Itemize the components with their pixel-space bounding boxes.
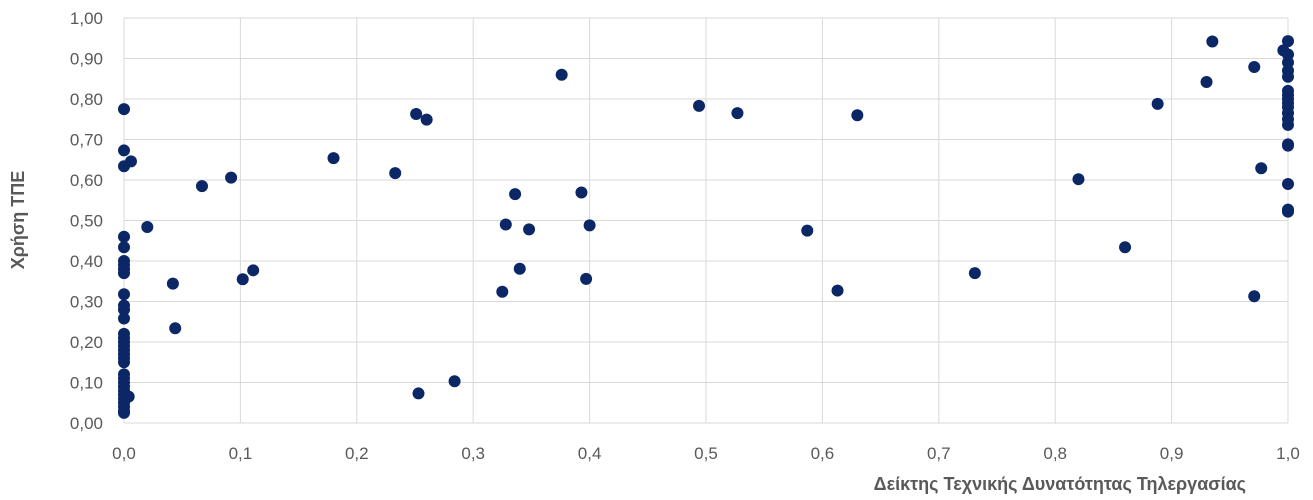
y-axis-title: Χρήση ΤΠΕ (8, 171, 28, 269)
data-point (448, 375, 461, 388)
data-point (1206, 35, 1219, 48)
data-point (389, 167, 402, 180)
data-point (831, 284, 844, 297)
data-point (118, 406, 130, 419)
data-point (141, 220, 154, 233)
x-tick-label: 0,6 (811, 444, 835, 463)
data-point (1248, 61, 1261, 74)
data-point (513, 262, 526, 275)
data-point (410, 107, 423, 120)
data-point (1282, 35, 1294, 48)
data-point (1200, 75, 1213, 88)
data-point (1255, 162, 1268, 175)
data-point (580, 272, 593, 285)
data-point (1282, 70, 1294, 83)
data-point (122, 390, 135, 403)
data-point (555, 68, 568, 81)
data-point (118, 241, 130, 254)
data-point (195, 180, 208, 193)
data-point (693, 99, 706, 112)
data-point (118, 144, 130, 157)
data-point (118, 103, 130, 116)
data-point (1072, 173, 1085, 186)
x-tick-label: 0,3 (461, 444, 485, 463)
y-tick-label: 0,40 (70, 252, 103, 271)
x-tick-label: 0,2 (345, 444, 369, 463)
data-point (169, 322, 182, 335)
y-tick-label: 0,00 (70, 414, 103, 433)
data-point (1151, 97, 1164, 110)
data-point (968, 267, 981, 280)
y-tick-label: 0,20 (70, 333, 103, 352)
data-point (118, 288, 130, 301)
data-point (225, 171, 238, 184)
x-tick-label: 0,8 (1043, 444, 1067, 463)
data-point (731, 107, 744, 120)
y-tick-label: 0,90 (70, 50, 103, 69)
data-point (1119, 241, 1132, 254)
data-point (1282, 205, 1294, 218)
gridlines (123, 17, 1289, 424)
data-point (801, 224, 814, 237)
data-point (1282, 139, 1294, 152)
x-tick-label: 0,9 (1160, 444, 1184, 463)
x-tick-label: 0,4 (578, 444, 602, 463)
data-point (118, 356, 130, 369)
x-tick-label: 1,0 (1276, 444, 1300, 463)
data-point (166, 277, 179, 290)
y-tick-label: 0,70 (70, 131, 103, 150)
y-tick-label: 1,00 (70, 9, 103, 28)
data-point (496, 285, 509, 298)
data-point (118, 267, 130, 280)
data-point (118, 312, 130, 325)
x-tick-label: 0,0 (112, 444, 136, 463)
x-tick-label: 0,1 (229, 444, 253, 463)
data-point (1282, 178, 1294, 191)
x-axis-tick-labels: 0,0 0,1 0,2 0,3 0,4 0,5 0,6 0,7 0,8 0,9 1,0 (112, 444, 1300, 463)
data-point (1248, 290, 1261, 303)
data-point (420, 113, 433, 126)
data-point (118, 303, 130, 316)
data-point (509, 188, 522, 201)
data-point (583, 219, 596, 232)
data-point (327, 152, 340, 165)
data-point (1282, 118, 1294, 131)
y-tick-label: 0,80 (70, 90, 103, 109)
data-points (118, 35, 1294, 419)
data-point (499, 218, 512, 231)
data-point (118, 230, 130, 243)
y-axis-tick-labels: 0,00 0,10 0,20 0,30 0,40 0,50 0,60 0,70 0,80 0,90… (70, 9, 103, 433)
x-axis-title: Δείκτης Τεχνικής Δυνατότητας Τηλεργασίας (874, 474, 1246, 494)
data-point (523, 223, 536, 236)
y-tick-label: 0,10 (70, 374, 103, 393)
y-tick-label: 0,60 (70, 171, 103, 190)
data-point (412, 387, 425, 400)
data-point (124, 155, 137, 168)
data-point (575, 186, 588, 199)
data-point (247, 264, 260, 277)
x-tick-label: 0,7 (927, 444, 951, 463)
data-point (851, 109, 864, 122)
y-tick-label: 0,30 (70, 293, 103, 312)
data-point (236, 273, 249, 286)
x-tick-label: 0,5 (694, 444, 718, 463)
y-tick-label: 0,50 (70, 212, 103, 231)
